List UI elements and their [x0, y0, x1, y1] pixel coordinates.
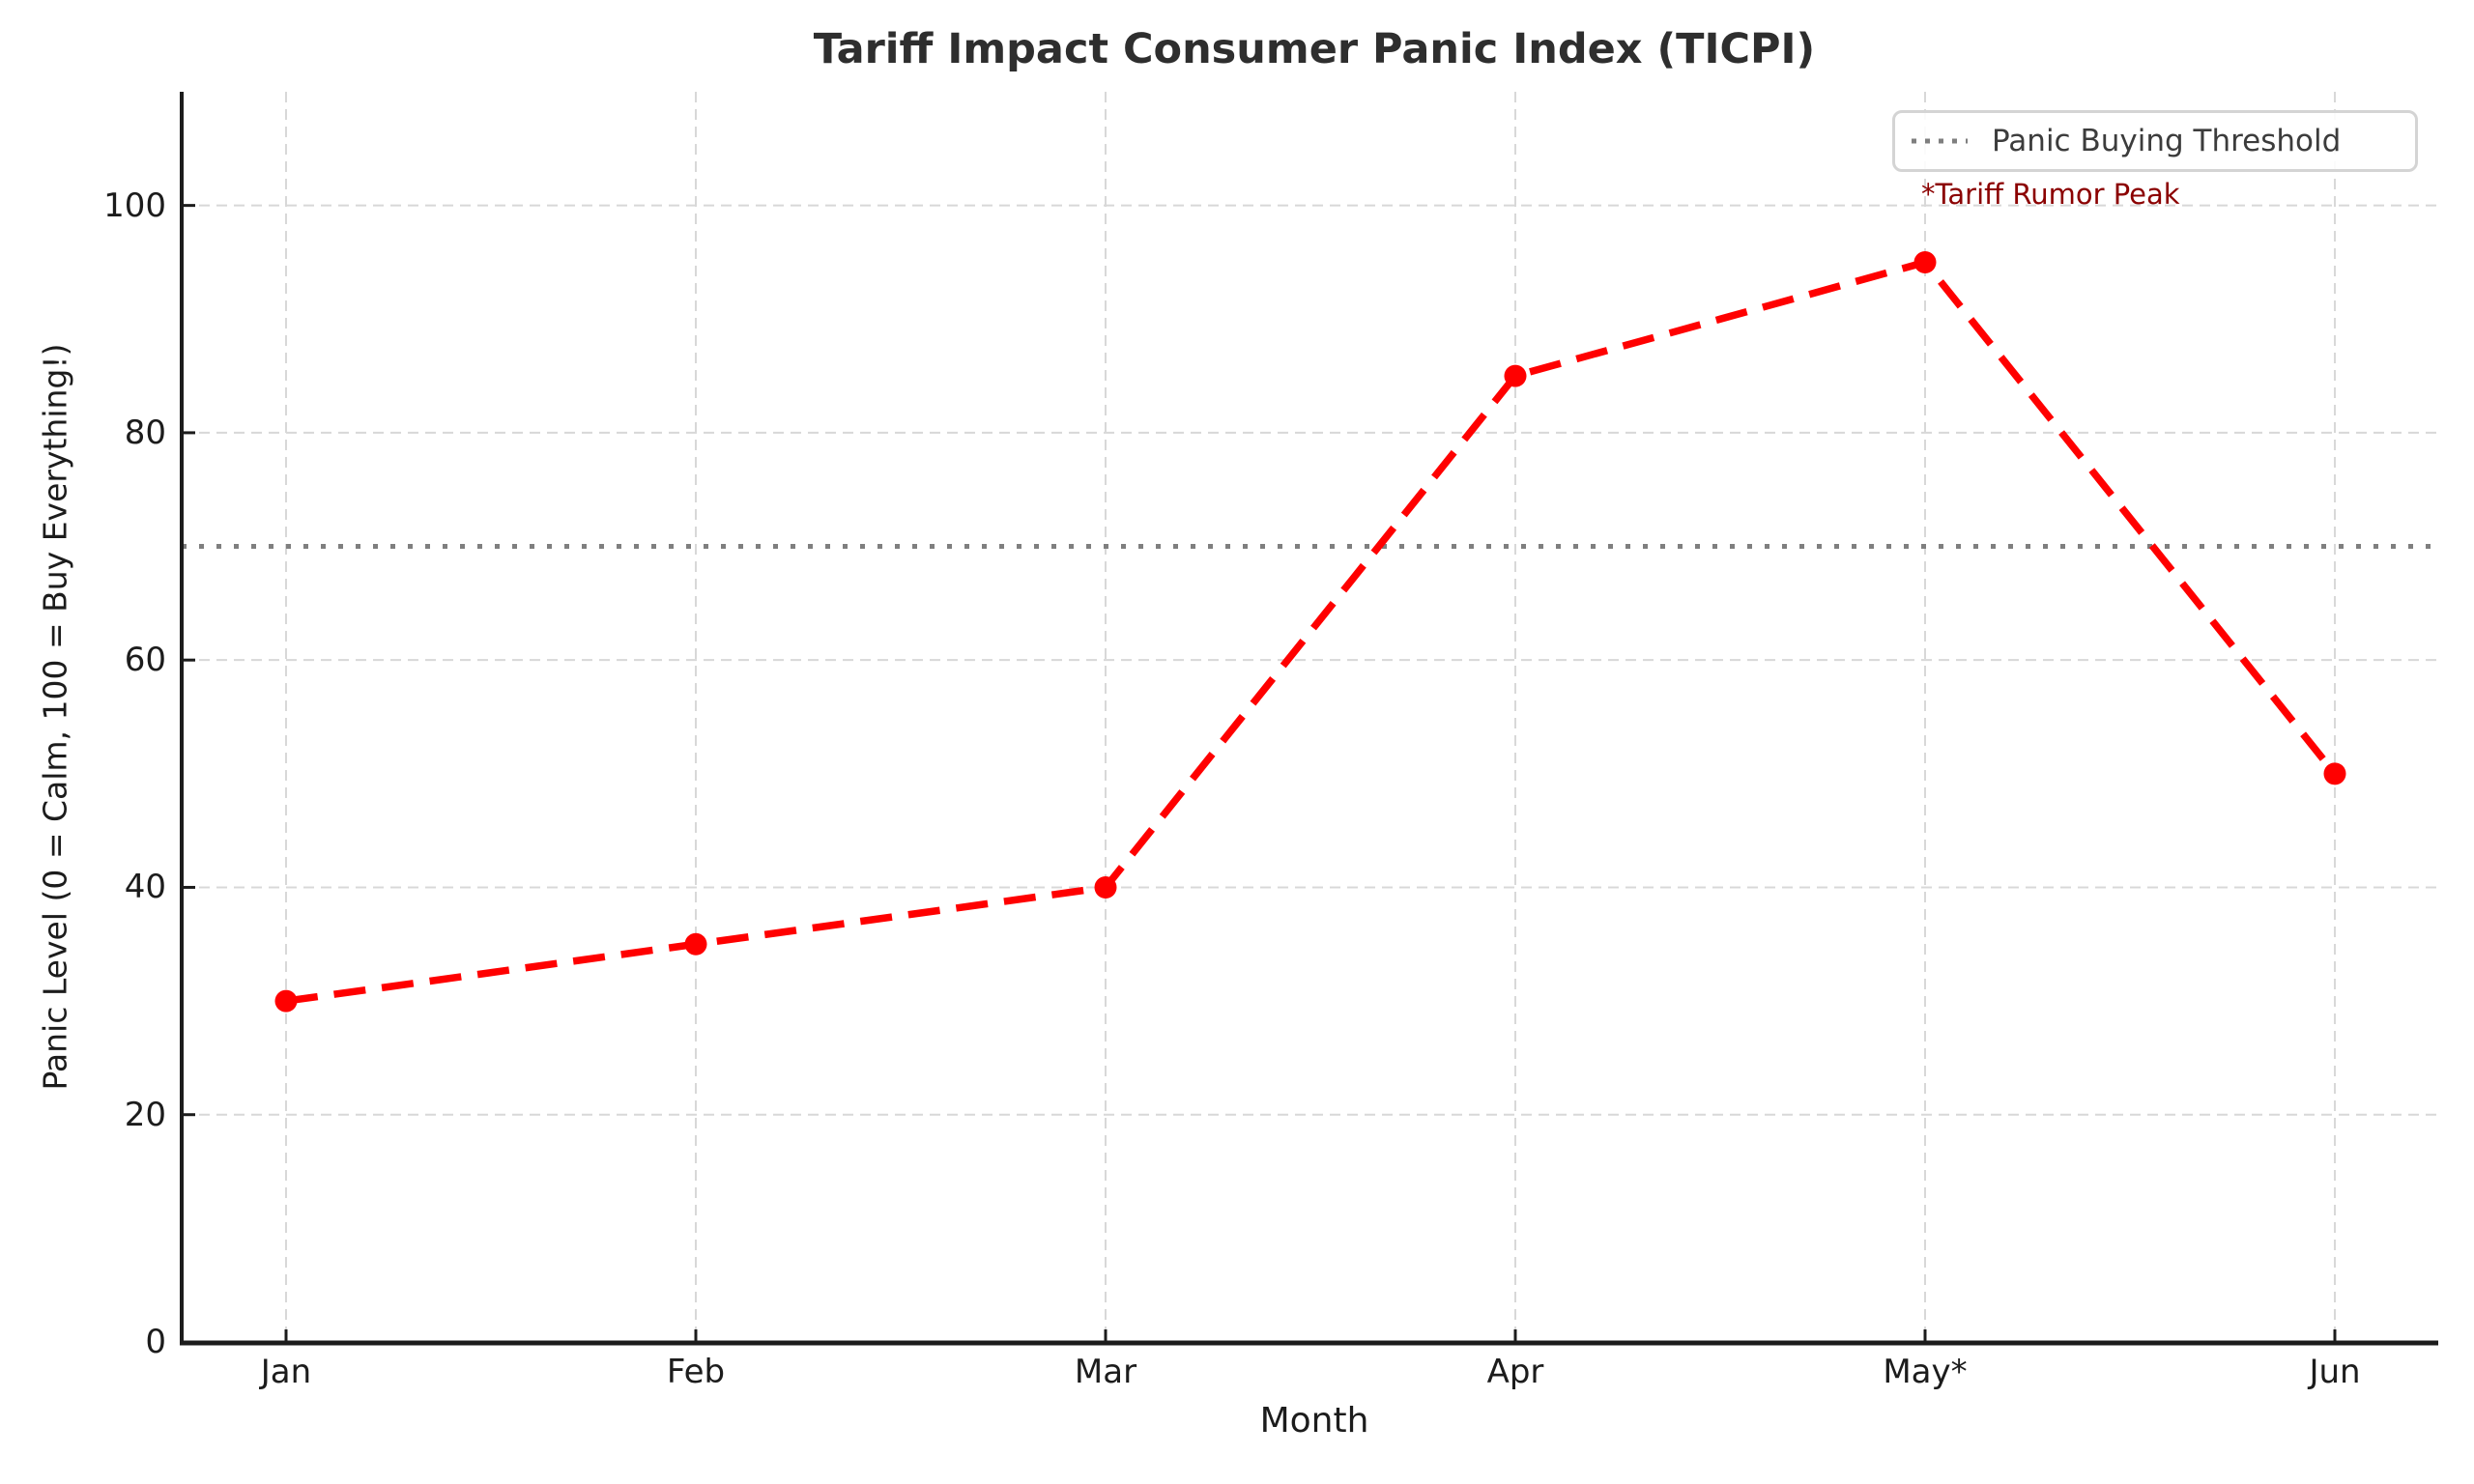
tariff-rumor-peak-annotation: *Tariff Rumor Peak	[1921, 178, 2180, 211]
xtick-label-Mar: Mar	[1074, 1353, 1137, 1391]
ytick-label-20: 20	[124, 1095, 166, 1134]
legend-box: Panic Buying Threshold	[1892, 110, 2418, 172]
ytick-label-60: 60	[124, 641, 166, 680]
xtick-label-Jun: Jun	[2309, 1353, 2361, 1391]
data-point-Jun	[2323, 762, 2346, 785]
series-line-TICPI	[285, 258, 2338, 1005]
ytick-label-0: 0	[145, 1323, 166, 1361]
ytick-label-40: 40	[124, 868, 166, 907]
y-axis-label: Panic Level (0 = Calm, 100 = Buy Everyth…	[36, 343, 74, 1091]
ytick-label-100: 100	[103, 186, 166, 225]
data-point-Feb	[684, 932, 707, 956]
data-point-Mar	[1094, 875, 1117, 899]
chart-title: Tariff Impact Consumer Panic Index (TICP…	[813, 25, 1816, 73]
xtick-label-Apr: Apr	[1486, 1353, 1544, 1391]
xtick-label-May*: May*	[1883, 1353, 1968, 1391]
data-point-May*	[1913, 250, 1937, 273]
xtick-label-Feb: Feb	[666, 1353, 726, 1391]
ytick-label-80: 80	[124, 413, 166, 452]
data-point-Apr	[1504, 364, 1527, 387]
x-axis-label: Month	[1259, 1401, 1369, 1441]
legend-threshold-label: Panic Buying Threshold	[1992, 124, 2342, 158]
xtick-label-Jan: Jan	[260, 1353, 312, 1391]
legend-threshold-line-icon	[1912, 138, 1968, 144]
data-point-Jan	[274, 989, 298, 1013]
